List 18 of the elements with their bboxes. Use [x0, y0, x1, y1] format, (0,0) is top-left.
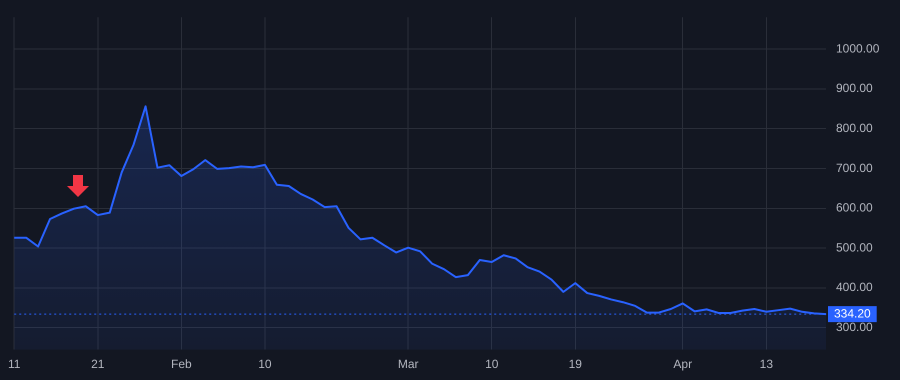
- x-tick-label: Apr: [673, 357, 692, 372]
- y-tick-label: 1000.00: [836, 41, 880, 56]
- x-tick-label: 21: [91, 357, 105, 372]
- y-tick-label: 900.00: [836, 81, 874, 96]
- y-tick-label: 800.00: [836, 120, 874, 135]
- y-tick-label: 400.00: [836, 280, 874, 294]
- x-tick-label: 10: [258, 357, 272, 372]
- x-tick-label: 13: [760, 357, 774, 372]
- x-tick-label: 19: [568, 357, 582, 372]
- y-tick-label: 500.00: [836, 240, 874, 254]
- x-tick-label: Mar: [398, 357, 419, 372]
- y-tick-label: 700.00: [836, 160, 874, 175]
- y-tick-label: 600.00: [836, 200, 874, 215]
- y-tick-label: 300.00: [836, 320, 874, 334]
- x-tick-label: Feb: [171, 357, 192, 372]
- x-tick-label: 10: [485, 357, 499, 372]
- x-tick-label: 11: [8, 357, 21, 372]
- ref-line-label: 334.20: [834, 306, 872, 320]
